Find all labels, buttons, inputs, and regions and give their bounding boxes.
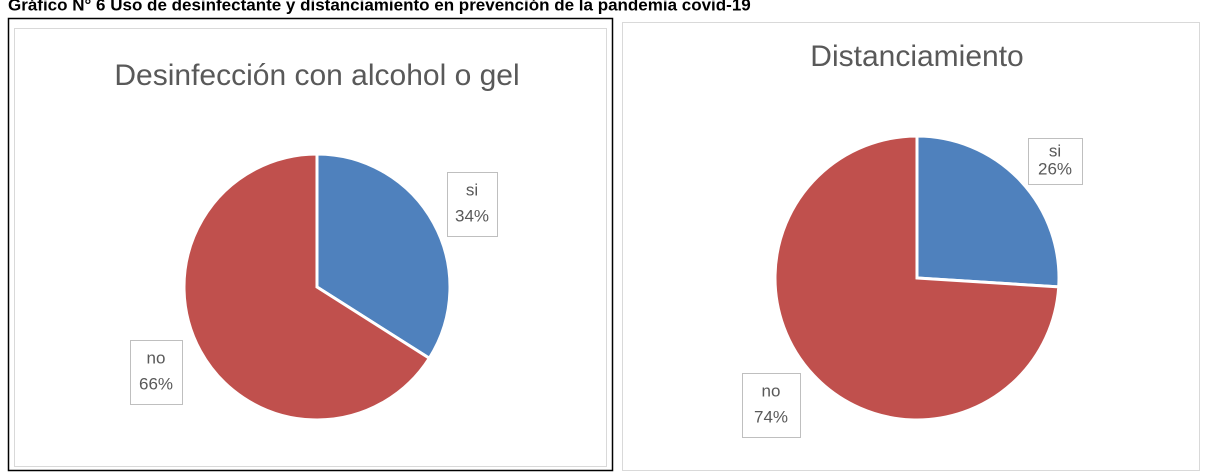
chart-frame [14, 28, 607, 467]
pie-slice [182, 152, 432, 422]
slice-category-label: si [466, 181, 478, 200]
heading: Gráfico N° 6 Uso de desinfectante y dist… [8, 0, 751, 14]
chart-title: Distanciamiento [810, 40, 1023, 73]
callout-box [447, 172, 498, 237]
slice-category-label: no [762, 382, 781, 401]
slice-value-label: 66% [139, 374, 173, 393]
pie-slice [773, 134, 1061, 422]
chart-frame [622, 22, 1200, 471]
slice-value-label: 26% [1038, 160, 1072, 179]
chart-title: Desinfección con alcohol o gel [114, 59, 519, 92]
callout-box [742, 373, 801, 438]
pie-slice [915, 134, 1061, 289]
slice-category-label: no [147, 349, 166, 368]
slice-value-label: 74% [754, 407, 788, 426]
callout-box [130, 340, 183, 405]
table-cell [7, 17, 614, 472]
callout-box [1028, 138, 1083, 185]
slice-category-label: si [1049, 141, 1061, 160]
slice-value-label: 34% [455, 206, 489, 225]
